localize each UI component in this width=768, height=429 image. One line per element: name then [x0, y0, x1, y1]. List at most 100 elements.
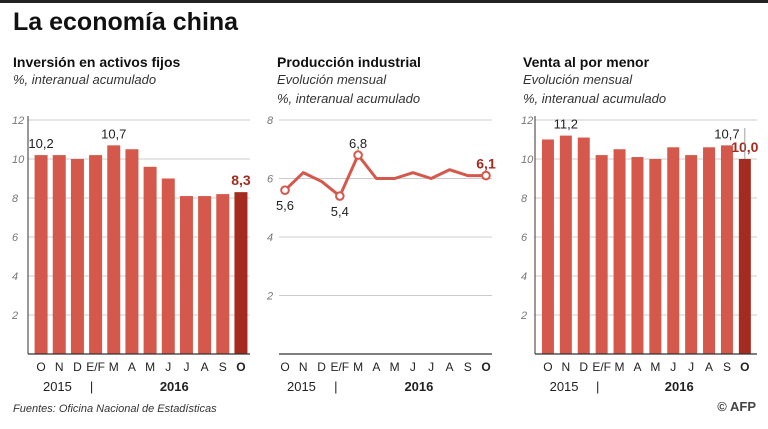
chart-1-category-label: J	[183, 360, 189, 374]
chart-1-category-label: O	[36, 360, 45, 374]
chart-3-category-label: A	[705, 360, 713, 374]
chart-3-bar	[703, 147, 716, 354]
chart-1-category-label: M	[109, 360, 119, 374]
chart-2-year-label-2016: 2016	[404, 379, 433, 394]
chart-3-category-label: O	[543, 360, 552, 374]
chart-1-bar	[107, 145, 121, 354]
chart-3-category-label: J	[670, 360, 676, 374]
chart-1-data-label: 10,7	[101, 126, 126, 141]
chart-1-bar	[161, 178, 175, 354]
chart-3-category-label: D	[579, 360, 588, 374]
chart-1-category-label: N	[55, 360, 64, 374]
chart-1-category-label: S	[219, 360, 227, 374]
chart-1-bar	[198, 196, 212, 354]
chart-3-bar	[613, 149, 626, 354]
chart-3-ytick-label: 8	[521, 193, 528, 205]
chart-2-category-label: A	[372, 360, 380, 374]
chart-2-point	[481, 170, 491, 181]
chart-2-data-label: 5,6	[276, 198, 294, 213]
chart-3-bar	[595, 155, 608, 354]
chart-3-category-label: S	[723, 360, 731, 374]
chart-1-category-label: E/F	[86, 360, 105, 374]
chart-3-bar	[720, 145, 733, 354]
chart-2-category-label: J	[428, 360, 434, 374]
chart-3-data-label: 10,7	[714, 126, 739, 141]
chart-2-category-label: D	[317, 360, 326, 374]
chart-1-data-label: 8,3	[231, 172, 251, 188]
chart-2-ytick-label: 4	[267, 232, 273, 244]
chart-3-bar	[559, 135, 572, 354]
chart-2-category-label: M	[390, 360, 400, 374]
chart-2-title: Producción industrial	[277, 54, 421, 70]
chart-3-year-label-2015: 2015	[550, 379, 579, 394]
chart-3-ytick-label: 2	[520, 310, 527, 322]
chart-1-ytick-label: 2	[11, 310, 18, 322]
chart-3-bar	[631, 157, 644, 354]
chart-1-category-label: A	[201, 360, 209, 374]
chart-1-data-label: 10,2	[28, 136, 53, 151]
chart-1-bar	[34, 155, 48, 354]
chart-3-bar	[577, 137, 590, 354]
chart-3-bar	[738, 159, 751, 354]
chart-1-bar	[52, 155, 66, 354]
chart-3-bar	[541, 139, 554, 354]
chart-3-ytick-label: 10	[521, 154, 534, 166]
chart-1-subtitle: %, interanual acumulado	[13, 72, 157, 87]
chart-2-ytick-label: 6	[267, 174, 274, 186]
chart-3-ytick-label: 12	[521, 115, 533, 127]
chart-1-title: Inversión en activos fijos	[13, 54, 181, 70]
chart-1-bar	[216, 194, 230, 354]
chart-2-point	[335, 191, 345, 201]
chart-2-subtitle-1: Evolución mensual	[277, 72, 387, 87]
chart-1-ytick-label: 10	[12, 154, 25, 166]
chart-3-category-label: O	[740, 360, 749, 374]
chart-2-category-label: A	[445, 360, 453, 374]
chart-3-category-label: M	[650, 360, 660, 374]
chart-1-ytick-label: 4	[12, 271, 18, 283]
chart-1-bar	[89, 155, 103, 354]
chart-2-subtitle-2: %, interanual acumulado	[277, 91, 421, 106]
chart-2-category-label: O	[481, 360, 490, 374]
chart-2-data-label: 6,1	[476, 156, 496, 172]
chart-1-ytick-label: 6	[12, 232, 19, 244]
chart-2-category-label: N	[299, 360, 308, 374]
chart-3-subtitle-2: %, interanual acumulado	[523, 91, 667, 106]
chart-2-category-label: O	[280, 360, 289, 374]
chart-1-category-label: J	[165, 360, 171, 374]
chart-1-bar	[143, 166, 157, 354]
chart-3-year-label-2016: 2016	[665, 379, 694, 394]
afp-credit: © AFP	[717, 399, 756, 414]
chart-3-category-label: E/F	[592, 360, 611, 374]
chart-2-ytick-label: 8	[267, 115, 274, 127]
chart-1-bar	[234, 192, 248, 354]
chart-1-category-label: M	[145, 360, 155, 374]
chart-2-category-label: E/F	[330, 360, 349, 374]
chart-3-subtitle-1: Evolución mensual	[523, 72, 633, 87]
chart-2-category-label: S	[464, 360, 472, 374]
chart-2-year-separator: |	[334, 379, 337, 394]
chart-1-year-label-2015: 2015	[43, 379, 72, 394]
chart-1-bar	[125, 149, 139, 354]
chart-2-ytick-label: 2	[266, 291, 273, 303]
chart-1-bar	[70, 159, 84, 354]
chart-3-category-label: A	[633, 360, 641, 374]
chart-1-category-label: O	[236, 360, 245, 374]
chart-2-point	[353, 150, 363, 160]
chart-2-point	[280, 185, 290, 195]
source-note: Fuentes: Oficina Nacional de Estadística…	[13, 403, 217, 415]
chart-2-year-label-2015: 2015	[287, 379, 316, 394]
chart-2-data-label: 6,8	[349, 136, 367, 151]
page-title: La economía china	[13, 8, 239, 36]
chart-2-category-label: M	[353, 360, 363, 374]
chart-1-category-label: A	[128, 360, 136, 374]
chart-3-category-label: M	[615, 360, 625, 374]
chart-3-bar	[667, 147, 680, 354]
chart-3-ytick-label: 6	[521, 232, 528, 244]
chart-3-category-label: N	[562, 360, 571, 374]
chart-2-category-label: J	[410, 360, 416, 374]
chart-3-bar	[685, 155, 698, 354]
chart-1-ytick-label: 12	[12, 115, 24, 127]
chart-3-bar	[649, 159, 662, 354]
chart-3-category-label: J	[688, 360, 694, 374]
